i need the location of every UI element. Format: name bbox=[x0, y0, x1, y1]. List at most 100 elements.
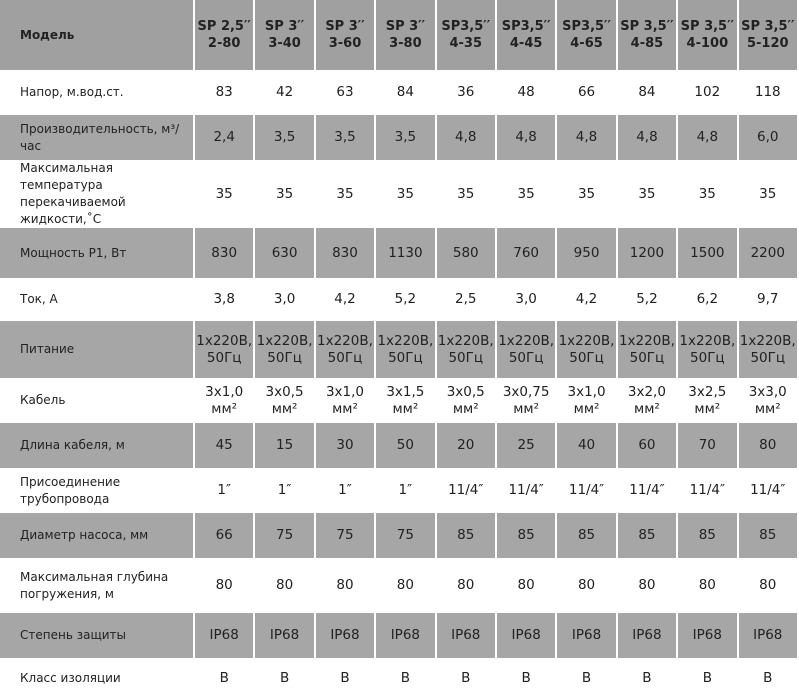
cell: 4,8 bbox=[616, 115, 679, 160]
cell: 3,0 bbox=[254, 278, 316, 321]
cell: 15 bbox=[254, 423, 316, 468]
cell: IP68 bbox=[616, 613, 679, 658]
cell: IP68 bbox=[495, 613, 558, 658]
cell: 35 bbox=[495, 160, 558, 228]
cell: 3x1,0 мм² bbox=[314, 378, 377, 423]
table-row: Ток, А 3,8 3,0 4,2 5,2 2,5 3,0 4,2 5,2 6,2 9,7 bbox=[0, 278, 799, 321]
cell: 3,0 bbox=[495, 278, 558, 321]
cell: SP3,5′′ 4-65 bbox=[556, 0, 618, 70]
cell: 63 bbox=[314, 70, 377, 115]
cell: 66 bbox=[194, 513, 256, 558]
cell: 48 bbox=[495, 70, 558, 115]
cell: 760 bbox=[495, 228, 558, 278]
cell: 4,2 bbox=[314, 278, 377, 321]
cell: 50 bbox=[375, 423, 437, 468]
cell: B bbox=[314, 658, 377, 698]
table-row: Максимальная температура перекачиваемой … bbox=[0, 160, 799, 228]
cell: 4,8 bbox=[435, 115, 497, 160]
cell: 118 bbox=[737, 70, 799, 115]
cell: 85 bbox=[435, 513, 497, 558]
header-row: Модель SP 2,5′′ 2-80 SP 3′′ 3-40 SP 3′′ 3-6… bbox=[0, 0, 799, 70]
cell: 75 bbox=[375, 513, 437, 558]
cell: 85 bbox=[737, 513, 799, 558]
table-row: Класс изоляции B B B B B B B B B B bbox=[0, 658, 799, 698]
row-label: Присоединение трубопровода bbox=[0, 468, 195, 513]
cell: 9,7 bbox=[737, 278, 799, 321]
cell: 11/4″ bbox=[495, 468, 558, 513]
cell: 66 bbox=[556, 70, 618, 115]
row-label: Максимальная глубина погружения, м bbox=[0, 558, 195, 613]
cell: 1x220B, 50Гц bbox=[677, 321, 739, 378]
cell: IP68 bbox=[435, 613, 497, 658]
cell: 3x1,0 мм² bbox=[194, 378, 256, 423]
cell: 2,5 bbox=[435, 278, 497, 321]
cell: B bbox=[375, 658, 437, 698]
cell: 42 bbox=[254, 70, 316, 115]
cell: 3x0,5 мм² bbox=[435, 378, 497, 423]
cell: SP 2,5′′ 2-80 bbox=[194, 0, 256, 70]
cell: SP 3′′ 3-40 bbox=[254, 0, 316, 70]
row-label: Питание bbox=[0, 321, 195, 378]
cell: 30 bbox=[314, 423, 377, 468]
cell: 11/4″ bbox=[435, 468, 497, 513]
cell: 1x220B, 50Гц bbox=[194, 321, 256, 378]
cell: 5,2 bbox=[616, 278, 679, 321]
cell: 80 bbox=[495, 558, 558, 613]
row-label: Ток, А bbox=[0, 278, 195, 321]
cell: IP68 bbox=[194, 613, 256, 658]
cell: SP 3,5′′ 4-85 bbox=[616, 0, 679, 70]
cell: 35 bbox=[556, 160, 618, 228]
cell: SP3,5′′ 4-35 bbox=[435, 0, 497, 70]
cell: 2200 bbox=[737, 228, 799, 278]
cell: IP68 bbox=[737, 613, 799, 658]
table-row: Производительность, м³/час 2,4 3,5 3,5 3,5 4,… bbox=[0, 115, 799, 160]
cell: IP68 bbox=[254, 613, 316, 658]
cell: 580 bbox=[435, 228, 497, 278]
cell: SP 3′′ 3-80 bbox=[375, 0, 437, 70]
row-label: Длина кабеля, м bbox=[0, 423, 195, 468]
cell: 4,8 bbox=[677, 115, 739, 160]
cell: 11/4″ bbox=[616, 468, 679, 513]
cell: B bbox=[435, 658, 497, 698]
cell: 20 bbox=[435, 423, 497, 468]
cell: SP 3′′ 3-60 bbox=[314, 0, 377, 70]
cell: 70 bbox=[677, 423, 739, 468]
cell: 3x3,0 мм² bbox=[737, 378, 799, 423]
cell: 3x1,5 мм² bbox=[375, 378, 437, 423]
cell: 83 bbox=[194, 70, 256, 115]
cell: 80 bbox=[254, 558, 316, 613]
row-label: Производительность, м³/час bbox=[0, 115, 195, 160]
cell: 2,4 bbox=[194, 115, 256, 160]
cell: 40 bbox=[556, 423, 618, 468]
cell: SP3,5′′ 4-45 bbox=[495, 0, 558, 70]
cell: 1″ bbox=[254, 468, 316, 513]
row-label: Кабель bbox=[0, 378, 195, 423]
cell: 75 bbox=[254, 513, 316, 558]
cell: 1x220B, 50Гц bbox=[375, 321, 437, 378]
cell: 1130 bbox=[375, 228, 437, 278]
cell: 11/4″ bbox=[737, 468, 799, 513]
row-label: Класс изоляции bbox=[0, 658, 195, 698]
cell: 1x220B, 50Гц bbox=[495, 321, 558, 378]
table-row: Питание 1x220B, 50Гц 1x220B, 50Гц 1x220B, 5… bbox=[0, 321, 799, 378]
row-label: Максимальная температура перекачиваемой … bbox=[0, 160, 195, 228]
cell: 1x220B, 50Гц bbox=[435, 321, 497, 378]
cell: 80 bbox=[375, 558, 437, 613]
cell: 3x2,5 мм² bbox=[677, 378, 739, 423]
cell: 80 bbox=[616, 558, 679, 613]
cell: 5,2 bbox=[375, 278, 437, 321]
table-row: Диаметр насоса, мм 66 75 75 75 85 85 85 85 85 85 bbox=[0, 513, 799, 558]
cell: 35 bbox=[375, 160, 437, 228]
cell: IP68 bbox=[375, 613, 437, 658]
row-label: Модель bbox=[0, 0, 195, 70]
cell: 3x0,5 мм² bbox=[254, 378, 316, 423]
cell: 1x220B, 50Гц bbox=[556, 321, 618, 378]
row-label: Напор, м.вод.ст. bbox=[0, 70, 195, 115]
cell: SP 3,5′′ 5-120 bbox=[737, 0, 799, 70]
cell: 25 bbox=[495, 423, 558, 468]
cell: 3,5 bbox=[375, 115, 437, 160]
cell: 35 bbox=[677, 160, 739, 228]
cell: IP68 bbox=[677, 613, 739, 658]
